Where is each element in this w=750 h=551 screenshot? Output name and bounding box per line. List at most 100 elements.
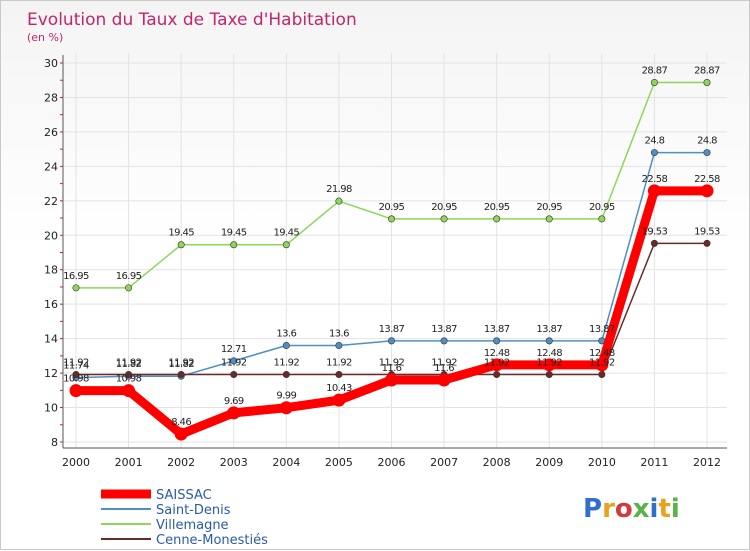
- legend-label: SAISSAC: [156, 488, 212, 503]
- data-point: [703, 239, 711, 247]
- y-tick-label: 20: [44, 229, 58, 242]
- data-point: [545, 215, 553, 223]
- data-label: 19.53: [642, 226, 668, 237]
- data-point: [703, 149, 711, 157]
- data-point: [174, 427, 188, 441]
- legend-label: Saint-Denis: [156, 503, 231, 518]
- data-point: [282, 370, 290, 378]
- x-tick-label: 2001: [115, 456, 143, 469]
- data-point: [650, 149, 658, 157]
- x-tick-label: 2007: [430, 456, 458, 469]
- data-point: [177, 370, 185, 378]
- data-label: 11.6: [382, 363, 402, 374]
- data-label: 19.45: [221, 228, 247, 239]
- data-point: [227, 406, 241, 420]
- data-label: 10.98: [63, 374, 89, 385]
- data-point: [387, 215, 395, 223]
- data-point: [230, 357, 238, 365]
- y-tick-label: 30: [44, 57, 58, 70]
- data-point: [69, 384, 83, 398]
- data-point: [282, 241, 290, 249]
- data-point: [490, 358, 504, 372]
- data-label: 11.92: [63, 357, 89, 368]
- data-point: [545, 370, 553, 378]
- y-tick-label: 26: [44, 126, 58, 139]
- data-label: 24.8: [644, 136, 664, 147]
- data-label: 11.82: [168, 359, 194, 370]
- data-point: [122, 384, 136, 398]
- data-point: [647, 184, 661, 198]
- data-label: 11.92: [484, 357, 510, 368]
- x-tick-label: 2010: [588, 456, 616, 469]
- data-label: 20.95: [379, 202, 405, 213]
- data-point: [595, 358, 609, 372]
- data-labels-layer: 10.98 10.98 8.46 9.69 9.99 10.43 11.6 11.6 12.48…: [63, 65, 720, 428]
- data-label: 12.71: [221, 344, 247, 355]
- grid-layer: [64, 53, 727, 448]
- y-tick-label: 22: [44, 195, 58, 208]
- x-tick-label: 2005: [325, 456, 353, 469]
- data-point: [125, 370, 133, 378]
- data-label: 19.45: [274, 228, 300, 239]
- data-point: [493, 337, 501, 345]
- data-label: 20.95: [431, 202, 457, 213]
- y-tick-label: 28: [44, 91, 58, 104]
- series-layer: [69, 78, 714, 441]
- x-tick-label: 2012: [693, 456, 721, 469]
- data-label: 9.99: [276, 391, 296, 402]
- data-point: [335, 197, 343, 205]
- data-point: [332, 393, 346, 407]
- data-label: 20.95: [484, 202, 510, 213]
- y-tick-label: 18: [44, 264, 58, 277]
- x-tick-label: 2008: [483, 456, 511, 469]
- data-label: 11.92: [536, 357, 562, 368]
- data-label: 24.8: [697, 136, 717, 147]
- data-label: 13.87: [589, 324, 615, 335]
- data-point: [440, 215, 448, 223]
- data-label: 8.46: [171, 417, 191, 428]
- x-tick-label: 2009: [535, 456, 563, 469]
- y-tick-label: 14: [44, 333, 58, 346]
- legend-label: Cenne-Monestiés: [156, 533, 268, 548]
- data-point: [387, 337, 395, 345]
- y-tick-label: 24: [44, 160, 58, 173]
- data-label: 22.58: [694, 174, 720, 185]
- data-label: 12.48: [589, 348, 615, 359]
- proxiti-logo: Proxiti: [583, 494, 680, 524]
- chart-title: Evolution du Taux de Taxe d'Habitation: [27, 10, 357, 30]
- data-label: 28.87: [694, 65, 720, 76]
- data-label: 11.6: [434, 363, 454, 374]
- data-label: 11.92: [431, 357, 457, 368]
- data-label: 11.92: [326, 357, 352, 368]
- y-tick-label: 10: [44, 402, 58, 415]
- data-point: [598, 370, 606, 378]
- data-point: [437, 373, 451, 387]
- data-point: [177, 241, 185, 249]
- x-tick-label: 2004: [272, 456, 300, 469]
- data-point: [335, 342, 343, 350]
- data-point: [493, 370, 501, 378]
- data-label: 11.82: [116, 359, 142, 370]
- data-label: 16.95: [63, 271, 89, 282]
- x-tick-label: 2000: [62, 456, 90, 469]
- data-label: 11.92: [116, 357, 142, 368]
- data-point: [650, 78, 658, 86]
- data-point: [279, 401, 293, 415]
- data-label: 13.87: [484, 324, 510, 335]
- data-point: [440, 337, 448, 345]
- data-label: 28.87: [642, 65, 668, 76]
- data-point: [230, 241, 238, 249]
- data-point: [545, 337, 553, 345]
- data-point: [282, 342, 290, 350]
- data-point: [72, 370, 80, 378]
- data-label: 19.45: [168, 228, 194, 239]
- data-label: 10.98: [116, 374, 142, 385]
- data-point: [542, 358, 556, 372]
- data-label: 13.87: [431, 324, 457, 335]
- data-point: [72, 284, 80, 292]
- data-label: 13.6: [276, 329, 296, 340]
- data-label: 19.53: [694, 226, 720, 237]
- data-label: 20.95: [536, 202, 562, 213]
